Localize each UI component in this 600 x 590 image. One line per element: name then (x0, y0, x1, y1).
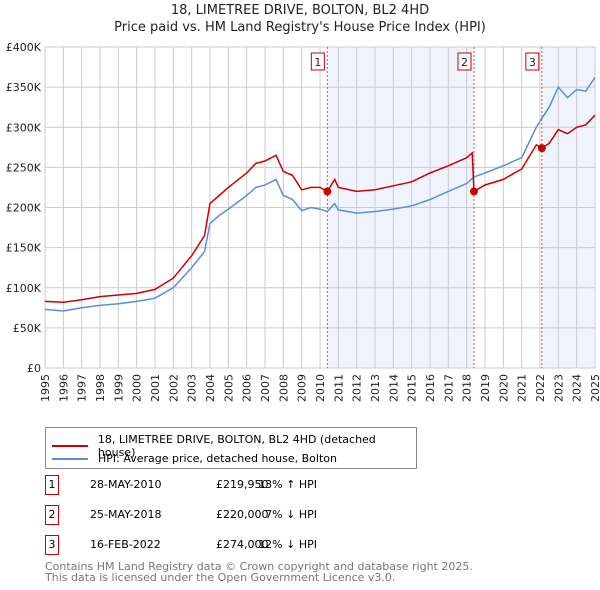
x-tick-label: 1997 (76, 374, 89, 402)
y-tick-label: £100K (6, 282, 42, 295)
x-tick-label: 2018 (461, 374, 474, 402)
x-tick-label: 2021 (516, 374, 529, 402)
y-tick-label: £350K (6, 81, 42, 94)
x-tick-label: 1995 (39, 374, 52, 402)
x-tick-label: 1998 (94, 374, 107, 402)
transaction-marker: 2 (45, 505, 59, 525)
transaction-date: 25-MAY-2018 (90, 508, 162, 521)
x-tick-label: 2017 (442, 374, 455, 402)
sale-label: 3 (529, 56, 536, 69)
x-tick-label: 1996 (57, 374, 70, 402)
transaction-hpi: 12% ↓ HPI (258, 538, 317, 551)
sale-label-box (310, 52, 325, 71)
transaction-row: 2 25-MAY-2018 £220,000 7% ↓ HPI (45, 505, 445, 525)
x-tick-label: 2022 (534, 374, 547, 402)
legend-label: 18, LIMETREE DRIVE, BOLTON, BL2 4HD (det… (97, 433, 376, 459)
transaction-date: 28-MAY-2010 (90, 478, 162, 491)
x-tick-label: 2003 (186, 374, 199, 402)
legend: 18, LIMETREE DRIVE, BOLTON, BL2 4HD (det… (45, 427, 417, 469)
transaction-hpi: 13% ↑ HPI (258, 478, 317, 491)
x-tick-label: 2016 (424, 374, 437, 402)
x-tick-label: 2014 (387, 374, 400, 402)
legend-item-property: 18, LIMETREE DRIVE, BOLTON, BL2 4HD (det… (52, 433, 416, 459)
x-tick-label: 2011 (332, 374, 345, 402)
y-tick-label: £300K (6, 121, 42, 134)
x-tick-label: 2020 (497, 374, 510, 402)
y-tick-label: £250K (6, 161, 42, 174)
legend-label: HPI: Average price, detached house, Bolt… (98, 452, 337, 465)
x-tick-label: 2015 (406, 374, 419, 402)
chart-title: 18, LIMETREE DRIVE, BOLTON, BL2 4HD (170, 3, 430, 18)
chart-subtitle: Price paid vs. HM Land Registry's House … (114, 20, 486, 35)
series-line (44, 77, 596, 312)
sale-label-box (457, 52, 472, 71)
sale-point (537, 144, 546, 153)
transaction-price: £274,000 (216, 538, 269, 551)
x-tick-label: 2013 (369, 374, 382, 402)
x-tick-label: 2019 (479, 374, 492, 402)
sale-point (470, 187, 478, 196)
x-tick-label: 2005 (222, 374, 235, 402)
x-tick-label: 2010 (314, 374, 327, 402)
transaction-marker: 1 (45, 475, 59, 495)
sale-label: 1 (314, 56, 321, 69)
x-tick-label: 1999 (112, 374, 125, 402)
legend-swatch (52, 457, 88, 460)
transaction-row: 3 16-FEB-2022 £274,000 12% ↓ HPI (45, 535, 445, 555)
y-tick-label: £50K (13, 322, 42, 335)
footer-copyright: Contains HM Land Registry data © Crown c… (45, 560, 473, 573)
transaction-hpi: 7% ↓ HPI (265, 508, 317, 521)
x-tick-label: 2023 (552, 374, 565, 402)
sale-point (323, 187, 332, 196)
sale-label: 2 (461, 56, 468, 69)
x-tick-label: 2006 (241, 374, 254, 402)
footer-licence: This data is licensed under the Open Gov… (45, 571, 396, 584)
x-tick-label: 2009 (296, 374, 309, 402)
y-tick-label: £0 (27, 362, 41, 375)
transaction-price: £220,000 (216, 508, 269, 521)
transaction-marker: 3 (45, 535, 59, 555)
x-tick-label: 2000 (131, 374, 144, 402)
transaction-date: 16-FEB-2022 (90, 538, 161, 551)
x-tick-label: 2007 (259, 374, 272, 402)
legend-swatch (52, 445, 88, 447)
price-chart: 1995 1996 1997 1998 1999 2000 2001 2002 2003 2004… (6, 41, 600, 402)
sale-label-box (525, 52, 540, 71)
x-tick-label: 2025 (589, 374, 600, 402)
legend-item-hpi: HPI: Average price, detached house, Bolt… (52, 452, 337, 465)
x-tick-label: 2002 (167, 374, 180, 402)
y-tick-label: £200K (6, 202, 42, 215)
x-tick-label: 2001 (149, 374, 162, 402)
y-tick-label: £150K (6, 242, 42, 255)
x-tick-label: 2012 (351, 374, 364, 402)
transaction-row: 1 28-MAY-2010 £219,950 13% ↑ HPI (45, 475, 445, 495)
transaction-price: £219,950 (216, 478, 269, 491)
x-tick-label: 2008 (277, 374, 290, 402)
y-tick-label: £400K (6, 41, 42, 54)
x-tick-label: 2004 (204, 374, 217, 402)
x-tick-label: 2024 (571, 374, 584, 402)
